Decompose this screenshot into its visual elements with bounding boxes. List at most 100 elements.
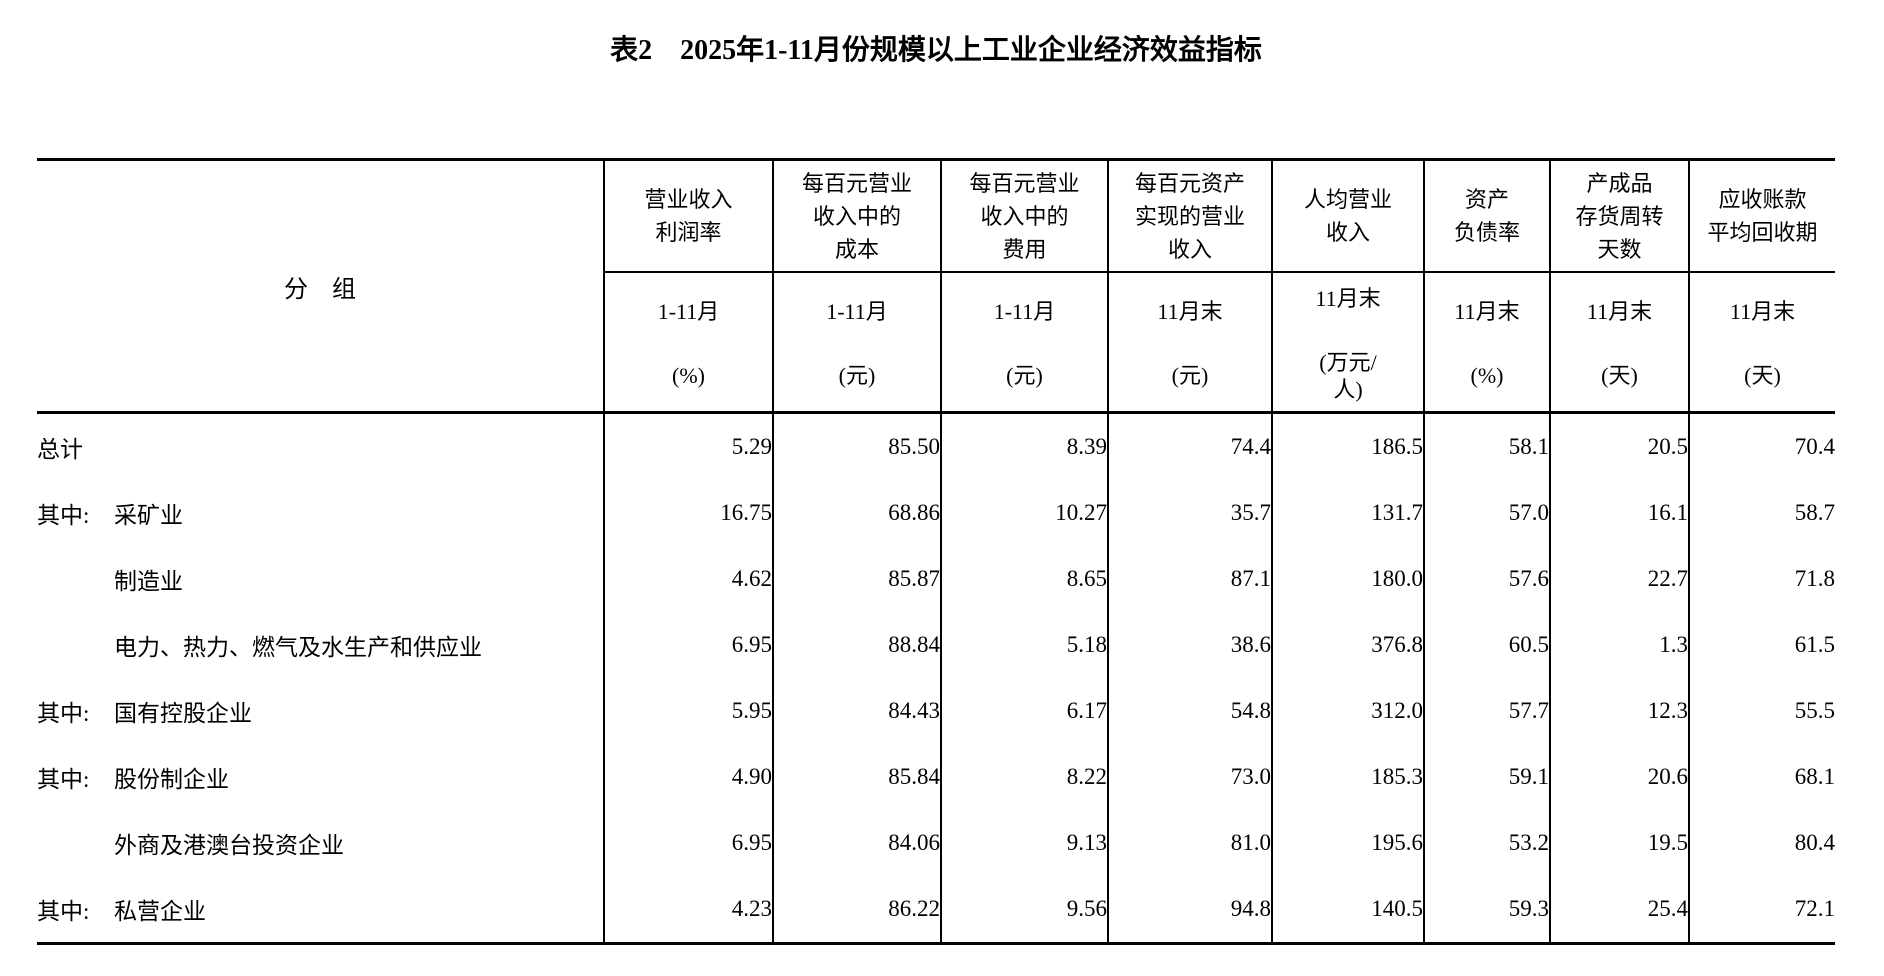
value-cell: 376.8 xyxy=(1271,612,1424,678)
value-cell: 85.50 xyxy=(772,412,941,480)
value-cell: 57.0 xyxy=(1423,480,1550,546)
value-cell: 59.1 xyxy=(1423,744,1550,810)
value-cell: 5.95 xyxy=(603,678,773,744)
value-cell: 35.7 xyxy=(1107,480,1272,546)
value-cell: 57.7 xyxy=(1423,678,1550,744)
row-label-text: 外商及港澳台投资企业 xyxy=(114,833,344,858)
value-cell: 71.8 xyxy=(1688,546,1835,612)
unit-label: (%) xyxy=(1470,363,1504,389)
value-cell: 94.8 xyxy=(1107,876,1272,944)
row-label: 其中: 私营企业 xyxy=(37,876,604,944)
table-title: 表2 2025年1-11月份规模以上工业企业经济效益指标 xyxy=(610,35,1262,66)
value-cell: 8.39 xyxy=(940,412,1108,480)
value-cell: 59.3 xyxy=(1423,876,1550,944)
value-cell: 72.1 xyxy=(1688,876,1835,944)
period-label: 1-11月 xyxy=(826,299,888,325)
row-label-text: 电力、热力、燃气及水生产和供应业 xyxy=(114,635,482,660)
unit-label: (万元/ 人) xyxy=(1319,349,1377,403)
value-cell: 84.06 xyxy=(772,810,941,876)
value-cell: 16.1 xyxy=(1549,480,1689,546)
economic-indicators-table: 分 组 营业收入 利润率 每百元营业 收入中的 成本 每百元营业 收入中的 费用… xyxy=(37,158,1835,945)
value-cell: 5.29 xyxy=(603,412,773,480)
value-cell: 73.0 xyxy=(1107,744,1272,810)
value-cell: 16.75 xyxy=(603,480,773,546)
value-cell: 68.1 xyxy=(1688,744,1835,810)
row-label-text: 私营企业 xyxy=(114,899,206,924)
value-cell: 9.56 xyxy=(940,876,1108,944)
row-label-prefix: 其中: xyxy=(37,899,90,924)
value-cell: 57.6 xyxy=(1423,546,1550,612)
table-row-state-holding: 其中: 国有控股企业 5.95 84.43 6.17 54.8 312.0 57.… xyxy=(37,678,1835,744)
value-cell: 81.0 xyxy=(1107,810,1272,876)
row-label: 制造业 xyxy=(37,546,604,612)
unit-label: (元) xyxy=(1006,363,1043,389)
period-unit-cell: 11月末 (天) xyxy=(1549,272,1689,414)
value-cell: 74.4 xyxy=(1107,412,1272,480)
value-cell: 88.84 xyxy=(772,612,941,678)
value-cell: 60.5 xyxy=(1423,612,1550,678)
period-unit-cell: 1-11月 (%) xyxy=(603,272,773,414)
period-unit-cell: 1-11月 (元) xyxy=(940,272,1108,414)
value-cell: 4.23 xyxy=(603,876,773,944)
row-label-text: 总计 xyxy=(37,437,83,462)
value-cell: 38.6 xyxy=(1107,612,1272,678)
period-unit-cell: 11月末 (元) xyxy=(1107,272,1272,414)
value-cell: 1.3 xyxy=(1549,612,1689,678)
row-label-prefix: 其中: xyxy=(37,503,90,528)
period-label: 11月末 xyxy=(1315,285,1381,311)
value-cell: 8.22 xyxy=(940,744,1108,810)
value-cell: 54.8 xyxy=(1107,678,1272,744)
value-cell: 4.90 xyxy=(603,744,773,810)
value-cell: 22.7 xyxy=(1549,546,1689,612)
column-header-profit-rate: 营业收入 利润率 xyxy=(603,159,773,273)
value-cell: 5.18 xyxy=(940,612,1108,678)
row-label-text: 采矿业 xyxy=(114,503,183,528)
period-label: 11月末 xyxy=(1157,299,1223,325)
value-cell: 85.87 xyxy=(772,546,941,612)
column-header-cost-per-100: 每百元营业 收入中的 成本 xyxy=(772,159,941,273)
period-label: 11月末 xyxy=(1586,299,1653,325)
value-cell: 140.5 xyxy=(1271,876,1424,944)
value-cell: 4.62 xyxy=(603,546,773,612)
table-row-utilities: 电力、热力、燃气及水生产和供应业 6.95 88.84 5.18 38.6 37… xyxy=(37,612,1835,678)
unit-label: (天) xyxy=(1601,363,1638,389)
value-cell: 131.7 xyxy=(1271,480,1424,546)
value-cell: 12.3 xyxy=(1549,678,1689,744)
table-row-manufacturing: 制造业 4.62 85.87 8.65 87.1 180.0 57.6 22.7… xyxy=(37,546,1835,612)
unit-label: (元) xyxy=(1171,363,1209,389)
value-cell: 185.3 xyxy=(1271,744,1424,810)
table-row-private: 其中: 私营企业 4.23 86.22 9.56 94.8 140.5 59.3 … xyxy=(37,876,1835,944)
value-cell: 55.5 xyxy=(1688,678,1835,744)
unit-label: (%) xyxy=(672,363,705,389)
row-label: 外商及港澳台投资企业 xyxy=(37,810,604,876)
period-label: 1-11月 xyxy=(993,299,1056,325)
value-cell: 80.4 xyxy=(1688,810,1835,876)
value-cell: 58.7 xyxy=(1688,480,1835,546)
value-cell: 8.65 xyxy=(940,546,1108,612)
column-header-revenue-per-capita: 人均营业 收入 xyxy=(1271,159,1424,273)
header-row-period-unit: 1-11月 (%) 1-11月 (元) 1-11月 (元) 11月末 (元) 1… xyxy=(37,272,1835,414)
row-label: 其中: 国有控股企业 xyxy=(37,678,604,744)
value-cell: 85.84 xyxy=(772,744,941,810)
value-cell: 25.4 xyxy=(1549,876,1689,944)
row-label-text: 制造业 xyxy=(114,569,183,594)
row-label-prefix: 其中: xyxy=(37,701,90,726)
row-label: 其中: 采矿业 xyxy=(37,480,604,546)
table-row-shareholding: 其中: 股份制企业 4.90 85.84 8.22 73.0 185.3 59.1… xyxy=(37,744,1835,810)
unit-label: (元) xyxy=(838,363,876,389)
value-cell: 10.27 xyxy=(940,480,1108,546)
value-cell: 180.0 xyxy=(1271,546,1424,612)
row-label-text: 股份制企业 xyxy=(114,767,229,792)
value-cell: 20.5 xyxy=(1549,412,1689,480)
table-row-foreign-invested: 外商及港澳台投资企业 6.95 84.06 9.13 81.0 195.6 53… xyxy=(37,810,1835,876)
period-label: 1-11月 xyxy=(657,299,720,325)
row-label-text: 国有控股企业 xyxy=(114,701,252,726)
value-cell: 6.95 xyxy=(603,810,773,876)
row-label: 其中: 股份制企业 xyxy=(37,744,604,810)
table-row-mining: 其中: 采矿业 16.75 68.86 10.27 35.7 131.7 57.0… xyxy=(37,480,1835,546)
value-cell: 61.5 xyxy=(1688,612,1835,678)
value-cell: 6.17 xyxy=(940,678,1108,744)
row-label: 电力、热力、燃气及水生产和供应业 xyxy=(37,612,604,678)
value-cell: 186.5 xyxy=(1271,412,1424,480)
